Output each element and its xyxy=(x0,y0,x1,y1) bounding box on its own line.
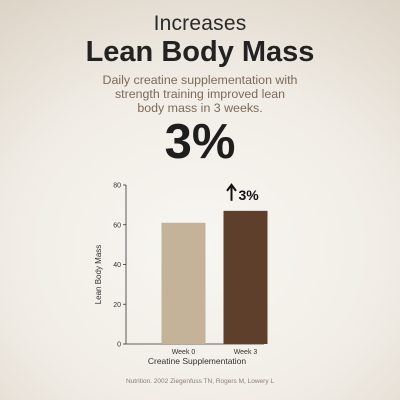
y-axis-label: Lean Body Mass xyxy=(94,245,103,305)
citation: Nutrition. 2002 Ziegenfuss TN, Rogers M,… xyxy=(125,378,274,385)
y-tick-label: 60 xyxy=(113,222,121,229)
big-stat: 3% xyxy=(164,115,236,169)
description-text: Daily creatine supplementation with stre… xyxy=(102,73,298,115)
y-tick-label: 20 xyxy=(113,302,121,309)
x-axis-label: Creatine Supplementation xyxy=(148,356,247,366)
bar-week-3 xyxy=(223,210,268,344)
x-tick-label: Week 3 xyxy=(234,349,258,356)
y-tick-label: 40 xyxy=(113,262,121,269)
y-tick-label: 0 xyxy=(117,342,121,349)
x-tick-label: Week 0 xyxy=(172,349,196,356)
y-tick-label: 80 xyxy=(113,183,121,190)
bar-annotation-label: 3% xyxy=(239,187,260,203)
headline-top: Increases xyxy=(153,12,247,35)
bar-week-0 xyxy=(161,222,206,344)
headline-main: Lean Body Mass xyxy=(85,36,315,68)
up-arrow-head-icon xyxy=(226,183,237,192)
